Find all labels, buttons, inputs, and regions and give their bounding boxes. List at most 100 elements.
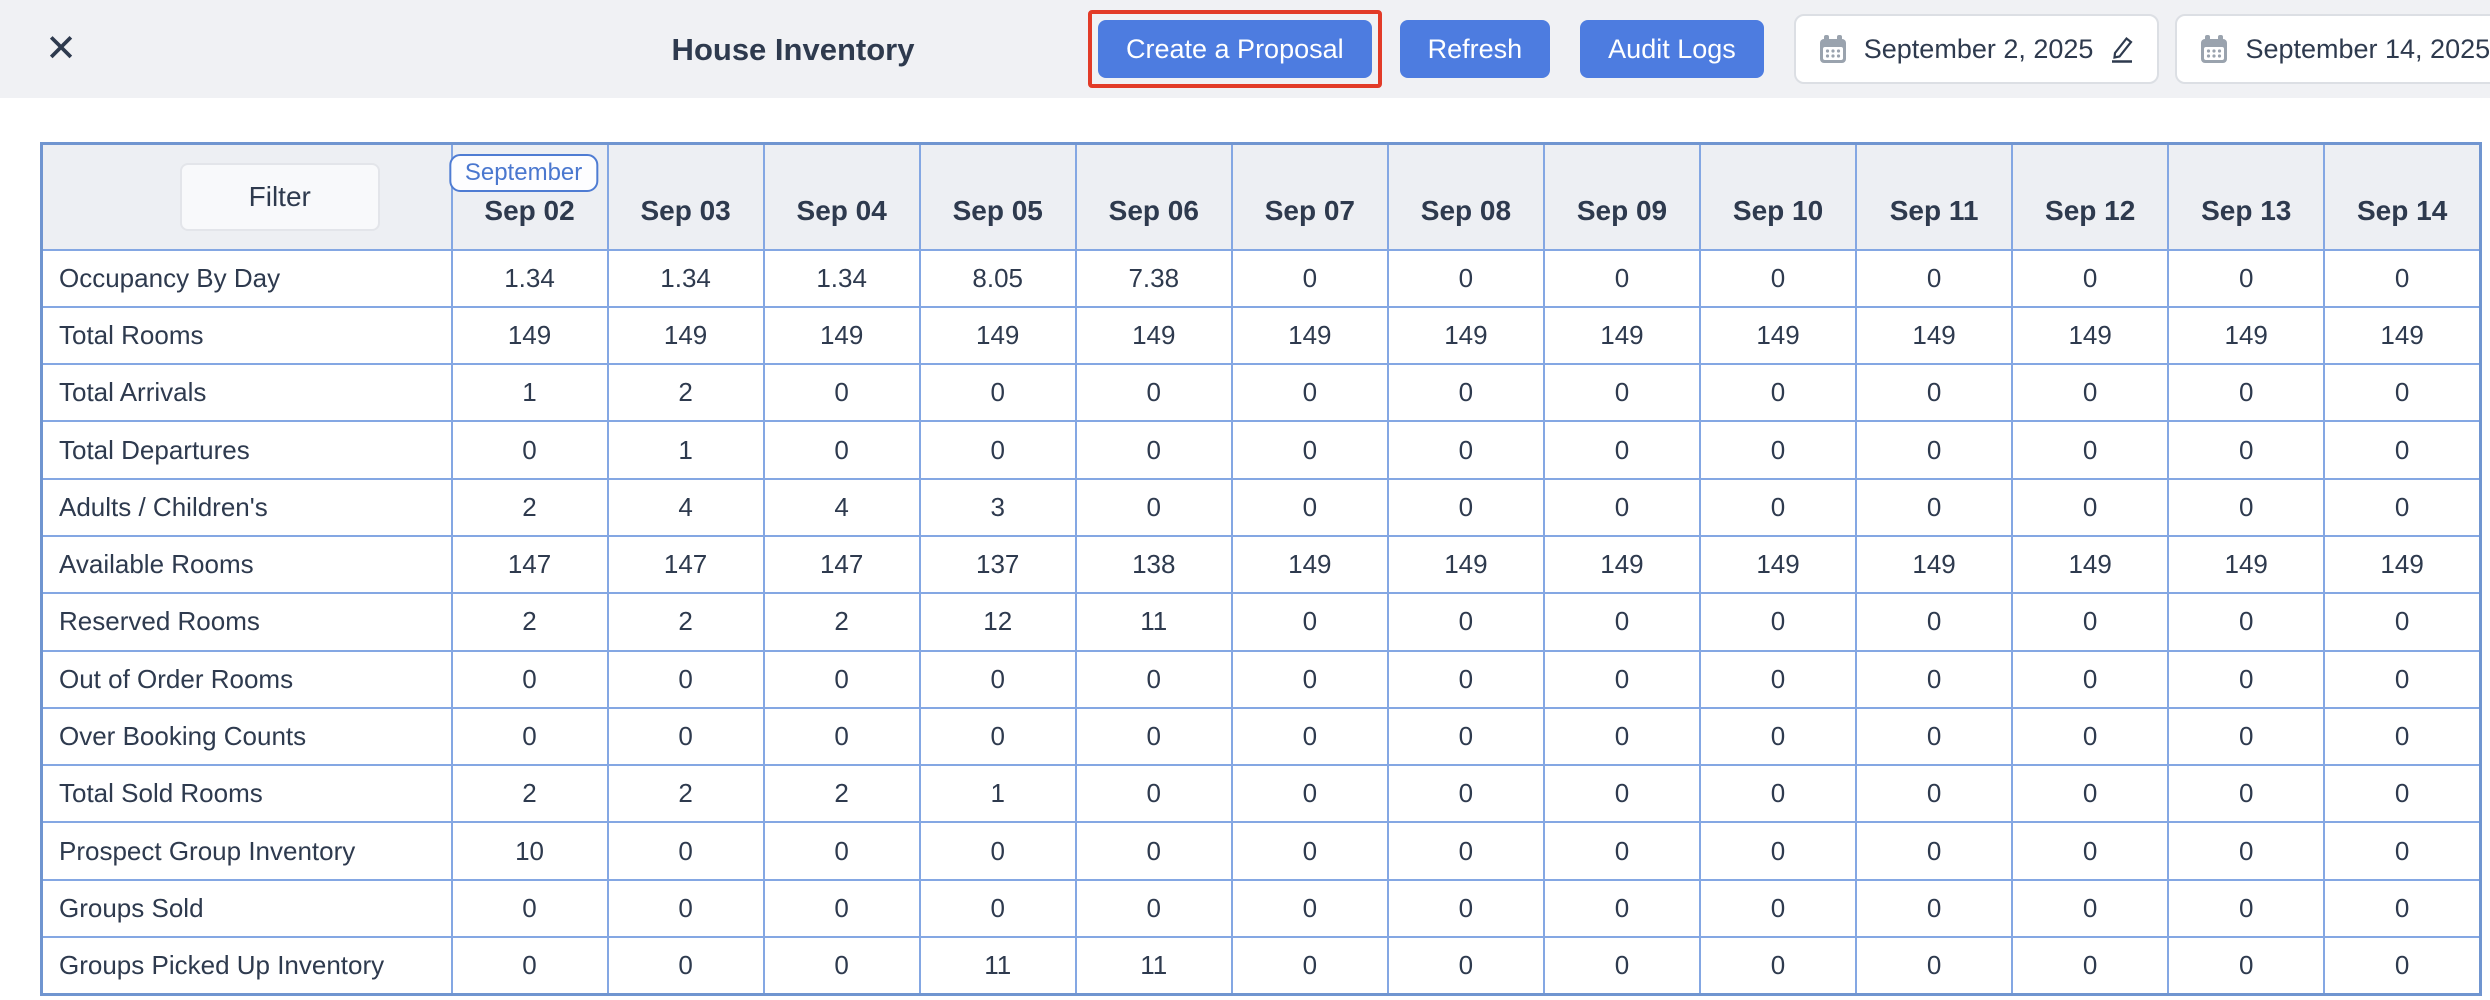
cell: 0 — [918, 821, 1077, 881]
cell: 0 — [2323, 936, 2482, 996]
header-row: Filter September Sep 02 Sep 03 Sep 04 Sep 05… — [40, 142, 2482, 251]
cell: 2 — [606, 592, 765, 652]
cell: 0 — [918, 878, 1077, 939]
cell: 0 — [1698, 821, 1858, 881]
cell: 0 — [1855, 878, 2014, 939]
cell: 2 — [450, 592, 609, 652]
column-header: Sep 10 — [1698, 142, 1858, 251]
cell: 0 — [1698, 878, 1858, 939]
cell: 149 — [1074, 305, 1233, 366]
cell: 0 — [918, 649, 1077, 709]
cell: 0 — [1386, 936, 1545, 996]
cell: 0 — [2167, 420, 2326, 480]
cell: 0 — [1074, 764, 1233, 824]
cell: 1.34 — [450, 248, 609, 308]
end-date-picker[interactable]: September 14, 2025 — [2175, 14, 2490, 84]
cell: 149 — [1698, 534, 1858, 595]
cell: 149 — [1698, 305, 1858, 366]
cell: 149 — [2011, 534, 2170, 595]
cell: 0 — [1386, 477, 1545, 537]
cell: 0 — [1230, 420, 1389, 480]
toolbar: Create a Proposal Refresh Audit Logs Sep… — [1088, 0, 2490, 98]
cell: 0 — [2011, 821, 2170, 881]
column-header: Sep 14 — [2323, 142, 2482, 251]
column-header: Sep 08 — [1386, 142, 1545, 251]
cell: 0 — [1698, 936, 1858, 996]
cell: 0 — [1230, 764, 1389, 824]
cell: 1 — [918, 764, 1077, 824]
column-header: Sep 06 — [1074, 142, 1233, 251]
cell: 149 — [918, 305, 1077, 366]
cell: 0 — [1542, 420, 1702, 480]
cell: 0 — [1074, 706, 1233, 767]
calendar-icon — [2197, 32, 2231, 66]
calendar-icon — [1816, 32, 1850, 66]
cell: 0 — [2167, 363, 2326, 423]
cell: 149 — [1386, 534, 1545, 595]
start-date-picker[interactable]: September 2, 2025 — [1793, 14, 2160, 84]
column-header-label: Sep 11 — [1889, 194, 1979, 226]
cell: 0 — [1698, 477, 1858, 537]
cell: 0 — [1386, 649, 1545, 709]
cell: 0 — [1542, 878, 1702, 939]
table-row: Occupancy By Day 1.34 1.34 1.34 8.05 7.38 0 0 0 0… — [40, 248, 2482, 308]
cell: 149 — [606, 305, 765, 366]
close-icon[interactable]: ✕ — [38, 26, 84, 72]
table-row: Groups Sold 0 0 0 0 0 0 0 0 0 0 0 0 0 — [40, 878, 2482, 939]
filter-button[interactable]: Filter — [179, 162, 380, 231]
row-label: Out of Order Rooms — [40, 649, 453, 709]
cell: 147 — [450, 534, 609, 595]
cell: 0 — [1230, 936, 1389, 996]
cell: 0 — [606, 936, 765, 996]
cell: 0 — [2167, 477, 2326, 537]
cell: 0 — [2167, 649, 2326, 709]
cell: 138 — [1074, 534, 1233, 595]
column-header-label: Sep 03 — [640, 194, 731, 226]
cell: 0 — [1386, 363, 1545, 423]
cell: 149 — [762, 305, 921, 366]
cell: 0 — [762, 878, 921, 939]
cell: 0 — [1698, 592, 1858, 652]
cell: 0 — [1698, 706, 1858, 767]
cell: 0 — [2011, 363, 2170, 423]
cell: 4 — [606, 477, 765, 537]
pencil-icon[interactable] — [2107, 34, 2137, 64]
cell: 0 — [1386, 764, 1545, 824]
cell: 0 — [450, 878, 609, 939]
cell: 0 — [1855, 248, 2014, 308]
audit-logs-button[interactable]: Audit Logs — [1580, 20, 1764, 78]
column-header-label: Sep 14 — [2356, 194, 2448, 226]
cell: 149 — [450, 305, 609, 366]
cell: 0 — [1386, 706, 1545, 767]
column-header-label: Sep 07 — [1264, 194, 1355, 226]
cell: 149 — [1855, 534, 2014, 595]
row-label: Groups Sold — [40, 878, 453, 939]
cell: 0 — [1698, 420, 1858, 480]
row-label: Over Booking Counts — [40, 706, 453, 767]
cell: 0 — [2323, 363, 2482, 423]
cell: 0 — [762, 936, 921, 996]
cell: 0 — [2167, 706, 2326, 767]
cell: 0 — [2011, 592, 2170, 652]
column-header-label: Sep 04 — [796, 194, 887, 226]
cell: 2 — [762, 764, 921, 824]
create-proposal-button[interactable]: Create a Proposal — [1098, 20, 1372, 78]
cell: 0 — [1230, 706, 1389, 767]
start-date-value: September 2, 2025 — [1863, 33, 2094, 64]
cell: 0 — [1386, 248, 1545, 308]
cell: 0 — [1542, 592, 1702, 652]
cell: 11 — [1074, 592, 1233, 652]
cell: 0 — [1855, 363, 2014, 423]
cell: 0 — [1386, 878, 1545, 939]
cell: 0 — [2323, 649, 2482, 709]
cell: 0 — [2011, 420, 2170, 480]
cell: 11 — [918, 936, 1077, 996]
filter-cell: Filter — [40, 142, 453, 251]
cell: 2 — [606, 764, 765, 824]
cell: 0 — [918, 706, 1077, 767]
row-label: Available Rooms — [40, 534, 453, 595]
month-badge: September — [448, 154, 599, 192]
cell: 0 — [2011, 706, 2170, 767]
refresh-button[interactable]: Refresh — [1399, 20, 1551, 78]
create-proposal-highlight: Create a Proposal — [1088, 10, 1382, 88]
